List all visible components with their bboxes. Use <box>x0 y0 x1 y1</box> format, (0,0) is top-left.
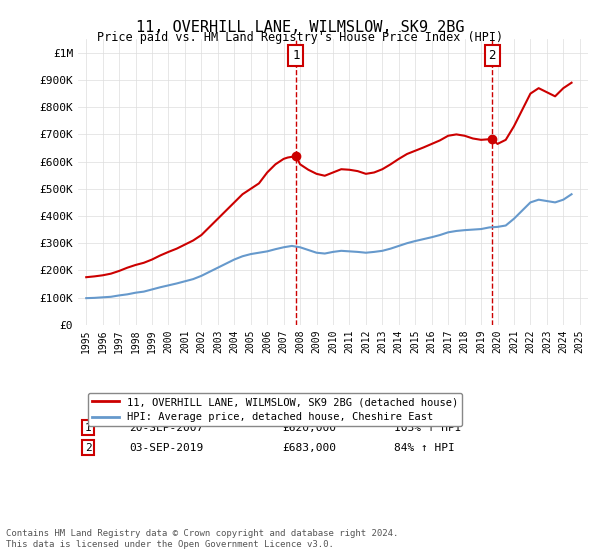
Text: 03-SEP-2019: 03-SEP-2019 <box>129 442 203 452</box>
Text: 1: 1 <box>85 423 92 433</box>
Text: 84% ↑ HPI: 84% ↑ HPI <box>394 442 455 452</box>
Text: 2: 2 <box>488 49 496 62</box>
Text: £620,000: £620,000 <box>282 423 336 433</box>
Text: 2: 2 <box>85 442 92 452</box>
Text: £683,000: £683,000 <box>282 442 336 452</box>
Text: 103% ↑ HPI: 103% ↑ HPI <box>394 423 462 433</box>
Text: 11, OVERHILL LANE, WILMSLOW, SK9 2BG: 11, OVERHILL LANE, WILMSLOW, SK9 2BG <box>136 20 464 35</box>
Legend: 11, OVERHILL LANE, WILMSLOW, SK9 2BG (detached house), HPI: Average price, detac: 11, OVERHILL LANE, WILMSLOW, SK9 2BG (de… <box>88 393 462 426</box>
Text: 20-SEP-2007: 20-SEP-2007 <box>129 423 203 433</box>
Text: Price paid vs. HM Land Registry's House Price Index (HPI): Price paid vs. HM Land Registry's House … <box>97 31 503 44</box>
Text: Contains HM Land Registry data © Crown copyright and database right 2024.
This d: Contains HM Land Registry data © Crown c… <box>6 529 398 549</box>
Text: 1: 1 <box>292 49 300 62</box>
